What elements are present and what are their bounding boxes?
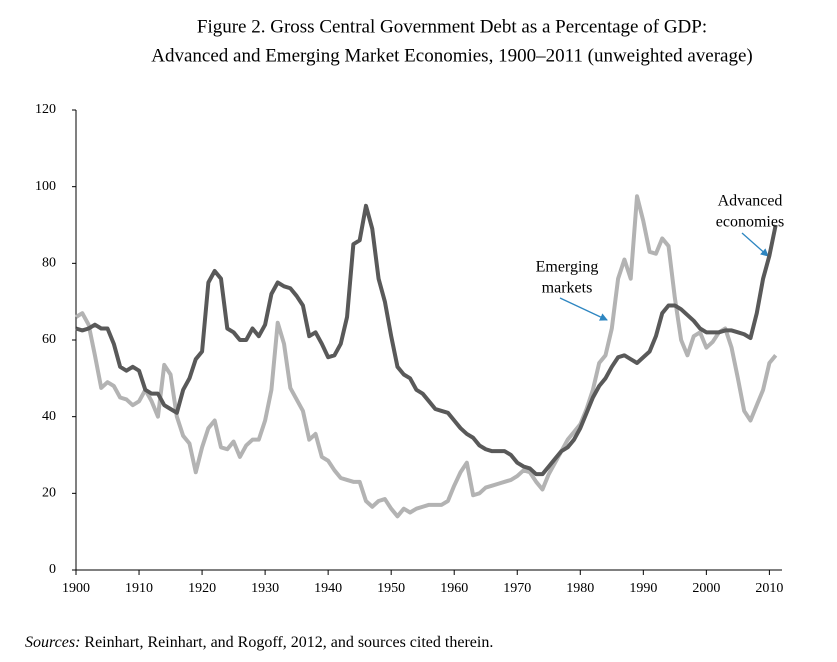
source: Sources: Reinhart, Reinhart, and Rogoff,… <box>25 634 493 651</box>
x-tick-label: 1900 <box>62 581 90 596</box>
annotation: economies <box>716 214 784 231</box>
y-tick-label: 120 <box>35 102 56 117</box>
annotation: Advanced <box>718 193 783 210</box>
y-tick-label: 80 <box>42 256 56 271</box>
y-tick-label: 60 <box>42 332 56 347</box>
annotation: Emerging <box>536 259 599 276</box>
series-line <box>75 203 778 477</box>
annotation: markets <box>542 280 593 297</box>
y-tick-label: 100 <box>35 179 56 194</box>
y-tick-label: 20 <box>42 486 56 501</box>
x-tick-label: 1990 <box>629 581 657 596</box>
chart-title: Figure 2. Gross Central Government Debt … <box>197 16 707 37</box>
x-tick-label: 1950 <box>377 581 405 596</box>
series-line <box>74 194 778 519</box>
source-label: Sources: <box>25 634 80 651</box>
arrow <box>559 297 608 321</box>
y-tick-label: 0 <box>49 562 56 577</box>
x-tick-label: 1960 <box>440 581 468 596</box>
x-tick-label: 2010 <box>755 581 783 596</box>
x-tick-label: 2000 <box>692 581 720 596</box>
x-tick-label: 1970 <box>503 581 531 596</box>
source-text: Reinhart, Reinhart, and Rogoff, 2012, an… <box>80 634 493 651</box>
x-tick-label: 1930 <box>251 581 279 596</box>
x-tick-label: 1920 <box>188 581 216 596</box>
x-tick-label: 1980 <box>566 581 594 596</box>
chart-subtitle: Advanced and Emerging Market Economies, … <box>151 45 752 66</box>
arrow <box>741 232 769 257</box>
y-tick-label: 40 <box>42 409 56 424</box>
x-tick-label: 1910 <box>125 581 153 596</box>
x-tick-label: 1940 <box>314 581 342 596</box>
